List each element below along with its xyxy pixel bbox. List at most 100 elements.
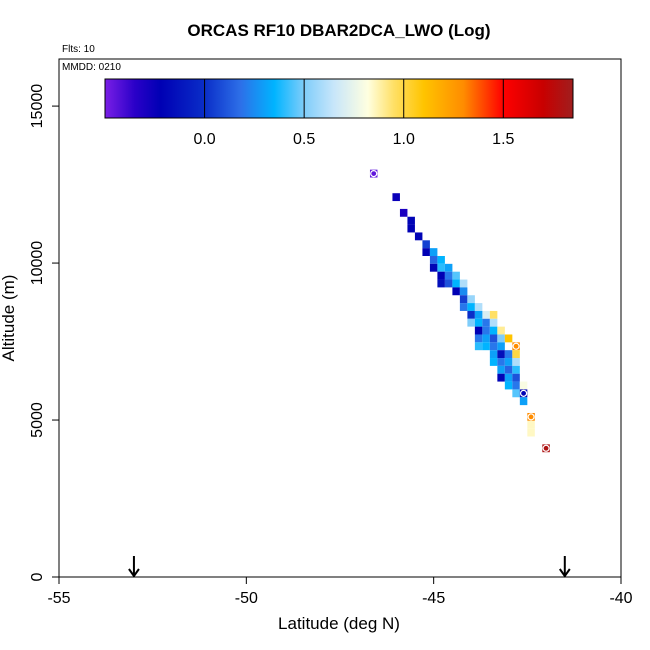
colorbar-gradient xyxy=(104,78,574,119)
heatmap-cell-3 xyxy=(407,216,415,225)
heatmap-cell-52 xyxy=(504,350,513,359)
heatmap-cell-7 xyxy=(422,248,430,256)
colorbar-tick-label-3: 1.5 xyxy=(492,131,514,148)
heatmap-cell-48 xyxy=(497,342,505,351)
heatmap-cell-53 xyxy=(512,350,520,359)
heatmap-cell-49 xyxy=(512,342,520,351)
heatmap-cell-55 xyxy=(497,358,505,366)
heatmap-cell-69 xyxy=(519,397,528,406)
heatmap-cell-72 xyxy=(527,428,535,437)
circle-marker-4 xyxy=(542,444,550,452)
heatmap-cell-56 xyxy=(504,358,513,366)
colorbar-tick-label-1: 0.5 xyxy=(293,131,315,148)
plot-area-frame xyxy=(58,58,622,578)
heatmap-cell-9 xyxy=(429,256,438,264)
colorbar: 0.0 0.5 1.0 1.5 xyxy=(104,78,574,148)
heatmap-cell-4 xyxy=(407,224,415,233)
heatmap-cell-39 xyxy=(497,326,505,335)
heatmap-cell-31 xyxy=(474,310,483,319)
heatmap-cell-21 xyxy=(452,287,460,296)
heatmap-cell-42 xyxy=(489,334,498,343)
heatmap-cell-27 xyxy=(474,303,483,311)
heatmap-cell-32 xyxy=(467,318,475,327)
circle-marker-3 xyxy=(527,413,535,421)
heatmap-cell-26 xyxy=(467,303,475,311)
heatmap-cell-33 xyxy=(474,318,483,327)
heatmap-cell-17 xyxy=(437,279,445,288)
heatmap-cell-66 xyxy=(519,381,528,390)
heatmap-cell-22 xyxy=(459,287,468,296)
colorbar-tick-label-2: 1.0 xyxy=(393,131,415,148)
heatmap-cell-2 xyxy=(399,208,408,217)
heatmap-cell-65 xyxy=(512,381,520,390)
heatmap-cell-58 xyxy=(497,365,505,374)
heatmap-cell-44 xyxy=(504,334,513,343)
heatmap-cell-50 xyxy=(489,350,498,359)
heatmap-cells xyxy=(369,169,550,453)
heatmap-cell-8 xyxy=(429,248,438,256)
heatmap-cell-13 xyxy=(444,263,453,272)
heatmap-cell-25 xyxy=(459,303,468,311)
down-arrow-icon-1 xyxy=(558,556,571,578)
heatmap-cell-24 xyxy=(467,295,475,304)
circle-marker-1 xyxy=(512,342,520,350)
heatmap-cell-15 xyxy=(444,271,453,280)
date-label: MMDD: 0210 xyxy=(62,62,121,73)
heatmap-cell-51 xyxy=(497,350,505,359)
x-axis-label: Latitude (deg N) xyxy=(278,614,400,633)
heatmap-cell-37 xyxy=(482,326,490,335)
heatmap-cell-18 xyxy=(444,279,453,288)
circle-marker-0 xyxy=(370,169,378,178)
heatmap-cell-73 xyxy=(542,444,550,453)
down-arrow-icon-0 xyxy=(128,556,140,578)
heatmap-cell-23 xyxy=(459,295,468,304)
heatmap-cell-36 xyxy=(474,326,483,335)
x-tick-label-2: -45 xyxy=(422,590,445,607)
heatmap-cell-10 xyxy=(437,256,445,264)
y-tick-label-0: 0 xyxy=(29,572,46,581)
colorbar-tick-label-0: 0.0 xyxy=(193,131,215,148)
y-tick-label-1: 5000 xyxy=(29,402,46,438)
heatmap-cell-47 xyxy=(489,342,498,351)
y-tick-label-2: 10000 xyxy=(29,241,46,286)
heatmap-cell-34 xyxy=(482,318,490,327)
heatmap-cell-67 xyxy=(512,389,520,398)
heatmap-cell-61 xyxy=(497,373,505,382)
chart-title: ORCAS RF10 DBAR2DCA_LWO (Log) xyxy=(187,21,490,40)
heatmap-cell-71 xyxy=(527,420,535,429)
heatmap-cell-29 xyxy=(489,310,498,319)
x-tick-label-0: -55 xyxy=(47,590,70,607)
heatmap-cell-0 xyxy=(369,169,378,178)
y-tick-label-3: 15000 xyxy=(29,84,46,129)
x-tick-label-3: -40 xyxy=(609,590,632,607)
heatmap-cell-54 xyxy=(489,358,498,366)
latitude-arrows xyxy=(128,556,571,578)
heatmap-cell-62 xyxy=(504,373,513,382)
heatmap-cell-70 xyxy=(527,412,535,421)
heatmap-cell-1 xyxy=(392,193,400,202)
circle-markers xyxy=(370,169,550,452)
heatmap-cell-6 xyxy=(422,240,430,249)
flights-label: Flts: 10 xyxy=(62,44,95,55)
heatmap-cell-38 xyxy=(489,326,498,335)
heatmap-cell-68 xyxy=(519,389,528,398)
heatmap-cell-5 xyxy=(414,232,423,241)
axes: -55 -50 -45 -40 0 5000 10000 15000 xyxy=(29,84,633,607)
heatmap-cell-63 xyxy=(512,373,520,382)
heatmap-cell-43 xyxy=(497,334,505,343)
heatmap-cell-35 xyxy=(489,318,498,327)
heatmap-cell-60 xyxy=(512,365,520,374)
heatmap-cell-30 xyxy=(467,310,475,319)
heatmap-cell-14 xyxy=(437,271,445,280)
heatmap-cell-46 xyxy=(482,342,490,351)
x-tick-label-1: -50 xyxy=(235,590,258,607)
heatmap-cell-40 xyxy=(474,334,483,343)
heatmap-cell-41 xyxy=(482,334,490,343)
heatmap-cell-20 xyxy=(459,279,468,288)
heatmap-cell-64 xyxy=(504,381,513,390)
heatmap-cell-19 xyxy=(452,279,460,288)
heatmap-cell-12 xyxy=(437,263,445,272)
heatmap-cell-28 xyxy=(482,310,490,319)
heatmap-cell-16 xyxy=(452,271,460,280)
